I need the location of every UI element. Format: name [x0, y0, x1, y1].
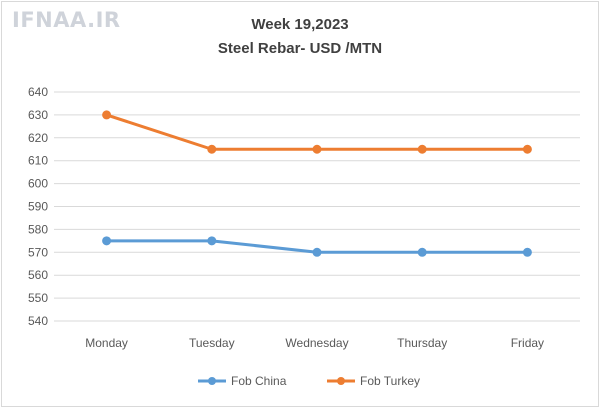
data-point — [522, 247, 532, 257]
data-point — [312, 144, 322, 154]
data-point — [417, 144, 427, 154]
legend-marker-0 — [208, 377, 216, 385]
y-tick-label: 560 — [28, 268, 48, 282]
data-point — [522, 144, 532, 154]
y-tick-label: 570 — [28, 245, 48, 259]
x-tick-label: Wednesday — [285, 336, 348, 350]
data-point — [102, 110, 112, 120]
y-tick-label: 590 — [28, 200, 48, 214]
y-tick-label: 550 — [28, 291, 48, 305]
series-line-1 — [105, 113, 529, 151]
chart-title: Week 19,2023 — [251, 16, 349, 33]
chart-subtitle: Steel Rebar- USD /MTN — [217, 40, 383, 57]
data-point — [312, 247, 322, 257]
data-point — [417, 247, 427, 257]
data-point — [207, 236, 217, 246]
x-tick-label: Tuesday — [189, 336, 235, 350]
watermark-logo: IFNAA.IR — [12, 8, 121, 32]
legend-label-1: Fob Turkey — [360, 374, 420, 388]
x-tick-label: Thursday — [397, 336, 447, 350]
data-point — [207, 144, 217, 154]
y-tick-label: 640 — [28, 85, 48, 99]
data-point — [102, 236, 112, 246]
x-tick-label: Friday — [511, 336, 544, 350]
x-tick-label: Monday — [85, 336, 128, 350]
legend-label-0: Fob China — [231, 374, 287, 388]
y-tick-label: 610 — [28, 154, 48, 168]
legend-marker-1 — [337, 377, 345, 385]
y-tick-label: 620 — [28, 131, 48, 145]
y-tick-label: 580 — [28, 222, 48, 236]
y-tick-label: 600 — [28, 177, 48, 191]
y-tick-label: 540 — [28, 314, 48, 328]
y-tick-label: 630 — [28, 108, 48, 122]
